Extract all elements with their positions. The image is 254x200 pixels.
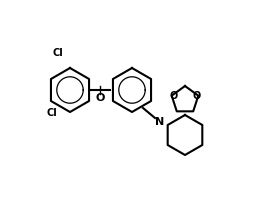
Text: Cl: Cl	[52, 48, 63, 58]
Text: O: O	[192, 91, 200, 101]
Text: N: N	[155, 117, 164, 127]
Text: O: O	[169, 91, 177, 101]
Text: Cl: Cl	[46, 108, 57, 118]
Text: O: O	[95, 93, 104, 103]
